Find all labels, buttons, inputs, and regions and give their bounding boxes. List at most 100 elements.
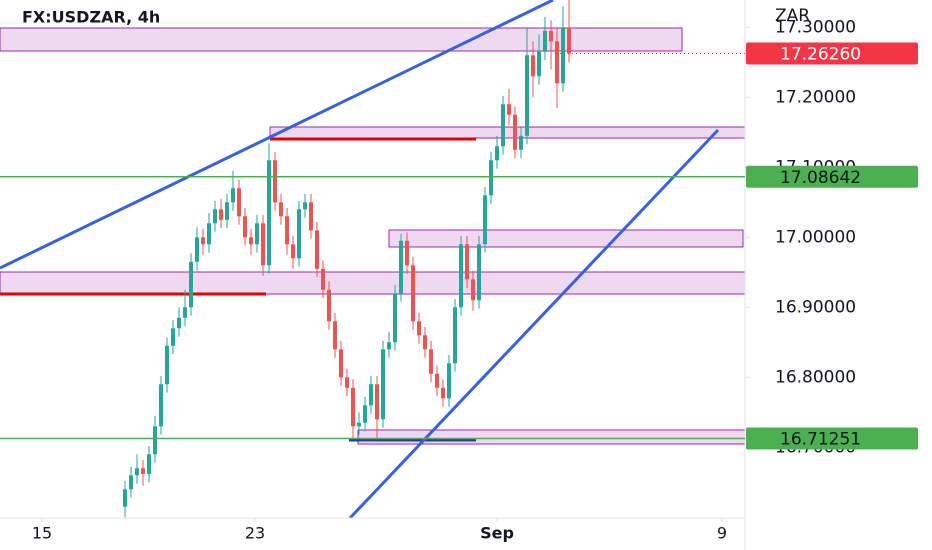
- candle-body: [332, 321, 337, 350]
- candle-body: [519, 135, 524, 150]
- trendline: [348, 128, 720, 520]
- candle-body: [513, 114, 518, 150]
- candle-body: [194, 237, 199, 262]
- y-tick-label: 17.20000: [775, 87, 856, 107]
- candle-body: [230, 188, 235, 203]
- candle-body: [128, 475, 133, 490]
- candle-body: [152, 426, 157, 455]
- candle-body: [411, 265, 416, 322]
- candle-body: [362, 405, 367, 423]
- candle-body: [356, 422, 361, 427]
- candle-body: [182, 307, 187, 318]
- candle-body: [134, 468, 139, 476]
- candle-body: [459, 244, 464, 308]
- level-label-box: [746, 427, 918, 450]
- candle-body: [206, 223, 211, 245]
- candle-body: [423, 335, 428, 350]
- candle-body: [368, 384, 373, 406]
- candle-body: [501, 104, 506, 147]
- level-label-box: [746, 165, 918, 188]
- currency: ZAR: [775, 6, 810, 26]
- candle-body: [284, 216, 289, 245]
- candles: [122, 0, 572, 518]
- candle-body: [248, 237, 253, 245]
- y-tick-label: 16.90000: [775, 297, 856, 317]
- y-tick-label: 17.30000: [775, 17, 856, 37]
- candle-body: [302, 202, 307, 210]
- candle-body: [344, 377, 349, 388]
- zone: [269, 126, 746, 139]
- candle-body: [254, 223, 259, 245]
- candle-body: [350, 387, 355, 427]
- candle-body: [483, 195, 488, 245]
- candle-body: [555, 41, 560, 84]
- candle-body: [320, 268, 325, 290]
- x-tick-label: 15: [32, 524, 52, 543]
- candle-body: [122, 489, 127, 507]
- zone: [357, 429, 746, 445]
- candle-body: [296, 209, 301, 259]
- candle-body: [140, 468, 145, 474]
- candle-body: [417, 321, 422, 336]
- candle-body: [447, 363, 452, 399]
- zone: [388, 229, 744, 248]
- candle-body: [543, 30, 548, 52]
- candle-body: [158, 384, 163, 427]
- candle-body: [489, 160, 494, 196]
- candle-body: [260, 223, 265, 266]
- x-tick-label: 9: [717, 524, 727, 543]
- candle-body: [393, 293, 398, 343]
- y-tick-label: 16.80000: [775, 367, 856, 387]
- candle-body: [429, 349, 434, 374]
- candle-body: [278, 202, 283, 217]
- zone: [0, 271, 746, 295]
- candle-body: [561, 27, 566, 84]
- candle-body: [375, 384, 380, 420]
- candle-body: [338, 349, 343, 378]
- last-price-box: [746, 42, 918, 65]
- candle-body: [176, 317, 181, 329]
- candle-body: [212, 209, 217, 224]
- candle-body: [477, 244, 482, 301]
- level-label: 17.08642: [780, 168, 861, 188]
- trendline: [0, 0, 554, 270]
- candle-body: [525, 55, 530, 136]
- candle-body: [266, 160, 271, 266]
- candle-body: [170, 328, 175, 346]
- candle-body: [471, 279, 476, 301]
- candle-body: [549, 30, 554, 42]
- drawings: [0, 0, 746, 520]
- candle-body: [236, 188, 241, 217]
- chart-title: FX:USDZAR, 4h: [22, 8, 160, 27]
- level-label: 16.71251: [780, 430, 861, 450]
- candle-body: [164, 345, 169, 385]
- candle-body: [272, 160, 277, 203]
- candle-body: [290, 244, 295, 259]
- candle-body: [146, 454, 151, 474]
- candle-body: [435, 373, 440, 388]
- candle-body: [507, 104, 512, 115]
- candle-body: [453, 307, 458, 364]
- candle-body: [326, 289, 331, 322]
- x-tick-label: 23: [245, 524, 265, 543]
- candle-body: [495, 146, 500, 161]
- candle-body: [465, 244, 470, 280]
- last-price-label: 17.26260: [780, 44, 861, 64]
- candle-body: [381, 349, 386, 420]
- candle-body: [405, 240, 410, 266]
- candle-body: [188, 261, 193, 308]
- x-tick-label: Sep: [480, 524, 514, 543]
- candle-body: [224, 202, 229, 220]
- candle-body: [441, 387, 446, 399]
- candle-body: [200, 237, 205, 245]
- zone: [0, 27, 683, 52]
- candle-body: [314, 230, 319, 269]
- y-tick-label: 17.00000: [775, 227, 856, 247]
- candle-body: [531, 55, 536, 77]
- candle-body: [399, 240, 404, 294]
- candle-body: [218, 209, 223, 220]
- candle-body: [387, 342, 392, 350]
- candle-body: [242, 216, 247, 238]
